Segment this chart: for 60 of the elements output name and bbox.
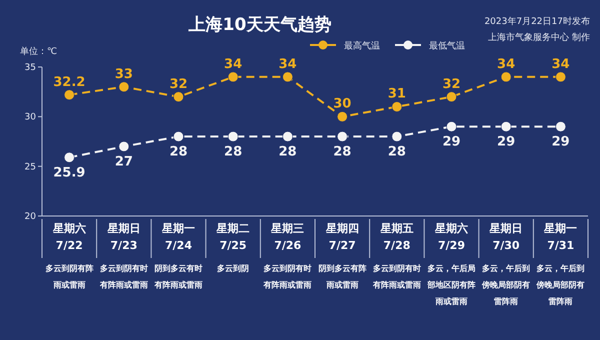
data-label: 34 [278, 56, 297, 72]
data-label: 28 [224, 144, 242, 160]
point [282, 131, 293, 142]
data-label: 33 [114, 66, 133, 82]
y-axis-title: 单位：℃ [20, 46, 58, 57]
point [173, 92, 184, 102]
point [228, 72, 238, 82]
point [446, 121, 457, 132]
data-label: 32.2 [53, 74, 86, 90]
legend-label: 最高气温 [344, 40, 380, 52]
y-tick-label: 30 [24, 112, 36, 123]
x-tick-label: 星期日 7/23 [106, 222, 140, 252]
point [555, 72, 566, 82]
data-label: 32 [442, 76, 461, 92]
point [282, 72, 293, 82]
data-label: 34 [552, 56, 570, 72]
point [173, 131, 184, 142]
data-label: 34 [497, 56, 516, 72]
x-tick-label: 星期一 7/31 [543, 222, 578, 252]
x-tick-label: 星期二 7/25 [216, 222, 250, 252]
data-label: 28 [388, 144, 406, 160]
x-tick-label: 星期六 7/29 [434, 222, 468, 252]
data-label: 29 [497, 134, 516, 150]
data-label: 30 [333, 96, 352, 112]
x-tick-label: 星期四 7/27 [324, 222, 359, 252]
chart-title: 上海10天天气趋势 [188, 15, 332, 35]
point [337, 131, 348, 142]
y-tick-label: 20 [24, 212, 36, 222]
x-tick-label: 星期五 7/28 [379, 222, 414, 252]
data-label: 27 [114, 154, 133, 170]
point [118, 141, 130, 152]
point [446, 92, 457, 102]
point [500, 121, 512, 132]
point [64, 152, 75, 163]
data-label: 29 [442, 134, 461, 150]
point [64, 90, 75, 100]
point [392, 101, 402, 112]
y-tick-label: 35 [24, 63, 36, 73]
point [392, 131, 402, 142]
point [118, 82, 130, 92]
point [500, 72, 512, 82]
x-tick-label: 星期一 7/24 [161, 222, 195, 252]
chart-subtitle: 2023年7月22日17时发布 [484, 16, 590, 27]
legend-label: 最低气温 [429, 40, 465, 52]
data-label: 31 [388, 86, 406, 102]
x-tick-label: 星期三 7/26 [270, 222, 304, 252]
data-label: 34 [224, 56, 242, 72]
data-label: 28 [333, 144, 352, 160]
point [337, 111, 348, 122]
y-tick-label: 25 [24, 162, 36, 172]
data-label: 32 [169, 76, 188, 92]
data-label: 28 [169, 144, 188, 160]
point [555, 121, 566, 132]
data-label: 28 [278, 144, 297, 160]
data-label: 25.9 [53, 165, 86, 180]
text: 上海市气象服务中心 制作 [488, 32, 590, 43]
x-tick-label: 星期日 7/30 [488, 222, 523, 252]
data-label: 29 [552, 134, 570, 150]
x-tick-label: 星期六 7/22 [52, 222, 86, 252]
point [228, 131, 238, 142]
